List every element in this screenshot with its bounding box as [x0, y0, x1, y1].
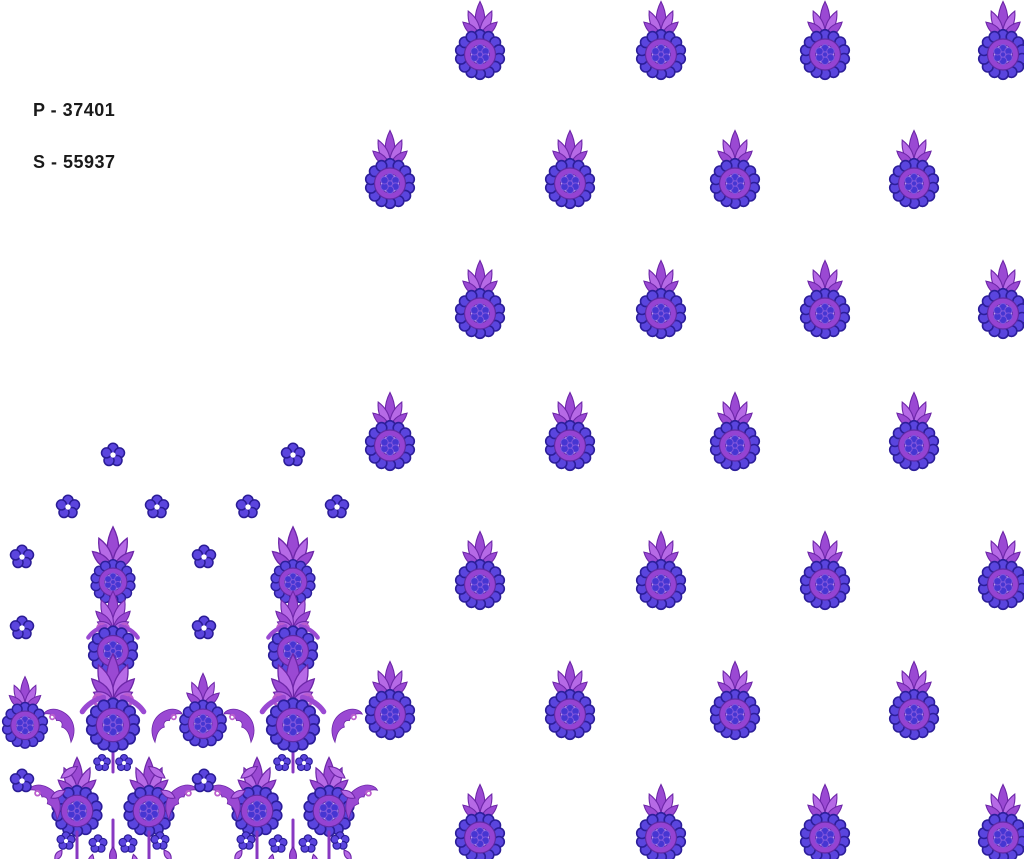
dot-flower-motif	[9, 544, 35, 569]
pineapple-buti-motif	[711, 662, 760, 740]
pineapple-buti-motif	[801, 785, 850, 859]
pineapple-buti-motif	[546, 131, 595, 209]
dot-flower-motif	[191, 615, 217, 640]
pineapple-buti-motif	[979, 532, 1024, 610]
pineapple-buti-motif	[979, 2, 1024, 80]
dot-flower-motif	[100, 442, 126, 467]
pineapple-buti-motif	[366, 131, 415, 209]
pineapple-buti-motif-small	[180, 673, 226, 747]
pineapple-buti-motif	[890, 662, 939, 740]
pineapple-buti-motif	[456, 2, 505, 80]
pineapple-buti-motif	[801, 261, 850, 339]
stitch-count-label: S - 55937	[33, 152, 116, 172]
design-number-label: P - 37401	[33, 100, 116, 120]
pineapple-buti-motif	[366, 393, 415, 471]
pineapple-buti-motif	[366, 662, 415, 740]
dot-flower-motif	[324, 494, 350, 519]
pineapple-buti-motif	[637, 785, 686, 859]
pineapple-buti-motif	[979, 785, 1024, 859]
pineapple-buti-motif	[711, 131, 760, 209]
pineapple-buti-motif	[979, 261, 1024, 339]
pineapple-buti-motif	[546, 393, 595, 471]
pineapple-buti-motif	[890, 393, 939, 471]
dot-flower-motif	[191, 544, 217, 569]
pineapple-buti-motif	[546, 662, 595, 740]
pineapple-buti-motif	[456, 785, 505, 859]
border-tower-motif	[29, 527, 198, 859]
dot-flower-motif	[280, 442, 306, 467]
pineapple-buti-motif	[801, 532, 850, 610]
dot-flower-motif	[9, 615, 35, 640]
dot-flower-motif	[144, 494, 170, 519]
pineapple-buti-motif-small	[3, 677, 48, 749]
pineapple-buti-motif	[456, 261, 505, 339]
dot-flower-motif	[191, 768, 217, 793]
pineapple-buti-motif	[890, 131, 939, 209]
pineapple-buti-motif	[711, 393, 760, 471]
border-tower-motif	[209, 527, 378, 859]
pineapple-buti-motif	[637, 261, 686, 339]
pineapple-buti-motif	[801, 2, 850, 80]
dot-flower-motif	[9, 768, 35, 793]
dot-flower-motif	[235, 494, 261, 519]
pineapple-buti-motif	[637, 532, 686, 610]
pineapple-buti-motif	[637, 2, 686, 80]
dot-flower-motif	[55, 494, 81, 519]
pineapple-buti-motif	[456, 532, 505, 610]
